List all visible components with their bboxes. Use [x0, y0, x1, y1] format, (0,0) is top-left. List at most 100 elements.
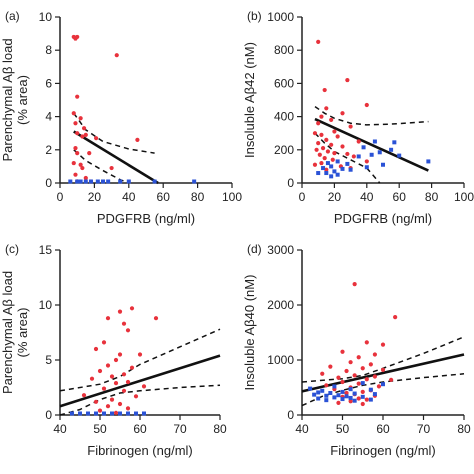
data-point-red [97, 408, 103, 413]
data-point-red [121, 321, 127, 326]
data-point-red [393, 315, 398, 320]
panel-label: (a) [5, 9, 20, 23]
x-tick-label: 20 [328, 190, 342, 204]
data-point-blue [348, 395, 353, 400]
data-point-blue [344, 394, 349, 399]
data-point-red [125, 406, 131, 411]
data-point-red [87, 151, 92, 156]
y-tick-label: 8 [45, 43, 52, 57]
y-tick-label: 15 [39, 243, 53, 257]
y-tick-label: 400 [274, 110, 294, 124]
data-point-blue [78, 179, 83, 184]
data-point-red [105, 316, 111, 321]
ci-lower-line [301, 373, 465, 407]
data-point-blue [381, 162, 385, 167]
x-tick-label: 60 [157, 190, 171, 204]
data-point-red [125, 379, 131, 385]
regression-line [59, 354, 221, 408]
data-point-red [320, 371, 325, 376]
data-point-red [322, 156, 327, 161]
data-point-blue [332, 169, 337, 174]
data-point-red [329, 142, 334, 147]
y-axis-title: (% area) [15, 308, 30, 358]
data-point-red [141, 384, 147, 389]
data-point-red [344, 390, 349, 396]
data-point-blue [361, 145, 366, 150]
data-point-red [364, 377, 369, 382]
data-point-blue [352, 391, 357, 396]
data-point-red [101, 386, 107, 391]
y-tick-label: 6 [45, 76, 52, 90]
data-point-red [364, 340, 369, 345]
panel-label: (d) [247, 242, 262, 256]
data-point-red [125, 328, 131, 333]
x-tick-label: 40 [360, 190, 374, 204]
data-point-red [345, 151, 350, 157]
data-point-blue [340, 166, 345, 171]
data-point-red [109, 397, 115, 402]
data-point-red [345, 77, 350, 83]
regression-line [73, 130, 159, 185]
x-axis-title: PDGFRB (ng/ml) [334, 211, 432, 226]
data-point-red [380, 367, 386, 372]
y-axis-title: Insoluble Aβ42 (nM) [242, 42, 257, 158]
ci-upper-line [59, 328, 221, 392]
data-point-blue [360, 381, 365, 386]
data-point-red [80, 134, 85, 139]
y-tick-label: 2 [45, 143, 52, 157]
x-tick-label: 0 [299, 190, 306, 204]
data-point-blue [332, 395, 337, 400]
data-point-red [135, 137, 140, 142]
data-point-blue [372, 392, 377, 397]
data-point-red [340, 349, 345, 354]
data-point-red [81, 126, 87, 131]
data-point-red [364, 397, 369, 402]
x-tick-label: 80 [457, 422, 471, 436]
x-tick-label: 20 [88, 190, 102, 204]
data-point-blue [356, 154, 361, 159]
data-point-blue [94, 411, 98, 416]
data-point-red [340, 111, 345, 116]
y-axis-title: (% area) [15, 75, 30, 125]
data-point-red [73, 172, 78, 177]
data-point-blue [335, 172, 340, 177]
data-point-red [117, 309, 123, 314]
data-point-red [330, 157, 335, 162]
y-tick-label: 0 [45, 408, 52, 422]
data-point-red [75, 151, 80, 156]
data-point-red [356, 381, 361, 386]
data-point-blue [348, 387, 353, 392]
x-tick-label: 50 [336, 422, 350, 436]
data-point-red [121, 388, 127, 393]
data-point-blue [88, 179, 93, 184]
data-point-red [372, 352, 377, 357]
regression-line [301, 353, 465, 393]
data-point-red [114, 53, 119, 58]
y-axis-title: Insoluble Aβ40 (nM) [242, 275, 257, 391]
data-point-red [380, 342, 386, 347]
data-point-blue [335, 159, 340, 164]
data-point-red [316, 39, 321, 45]
data-point-blue [126, 411, 130, 416]
data-point-red [324, 106, 329, 111]
data-point-red [153, 316, 159, 321]
data-point-blue [324, 393, 329, 398]
y-tick-label: 600 [274, 76, 294, 90]
data-point-red [83, 175, 88, 181]
data-point-red [121, 372, 127, 377]
data-point-blue [336, 393, 341, 398]
data-point-blue [321, 166, 326, 171]
data-point-blue [348, 167, 353, 172]
data-point-red [340, 379, 345, 385]
data-point-red [133, 394, 139, 399]
data-point-red [129, 306, 135, 311]
data-point-blue [126, 179, 131, 184]
panel-label: (b) [247, 9, 262, 23]
data-point-red [113, 381, 119, 386]
data-point-red [368, 362, 373, 367]
data-point-red [360, 389, 365, 394]
data-point-blue [75, 179, 80, 184]
y-tick-label: 2000 [267, 298, 294, 312]
